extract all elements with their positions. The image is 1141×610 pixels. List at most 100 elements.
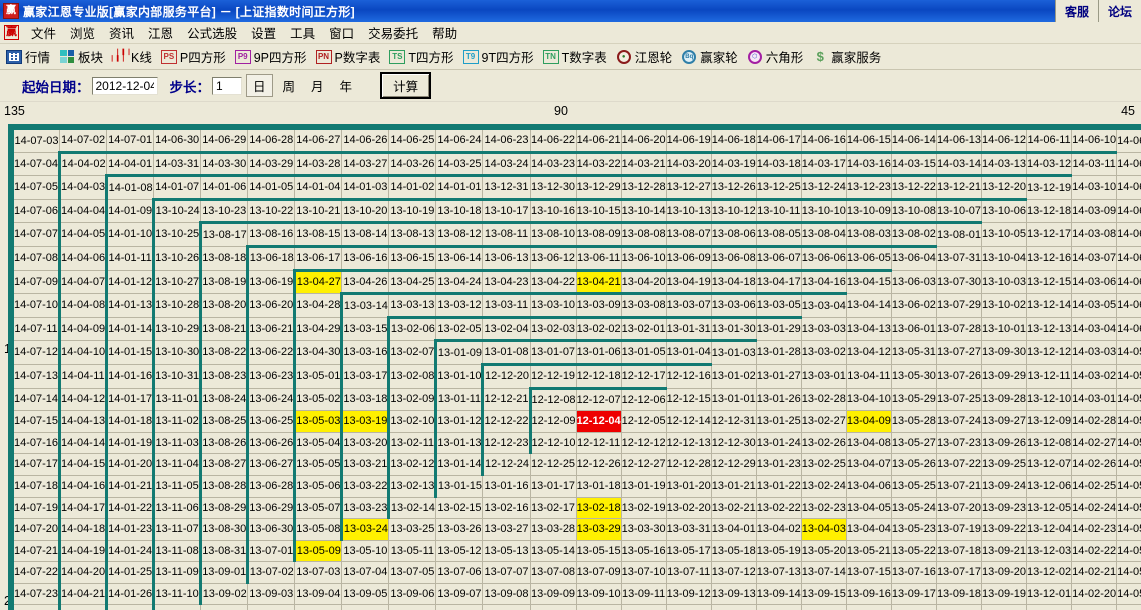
toolbar-button-kline[interactable]: ╷╽╿╵ K线 [109,47,152,66]
gann-square-cell[interactable]: 13-08-09 [576,221,622,247]
gann-square-cell[interactable]: 13-12-07 [1026,453,1073,476]
gann-square-cell[interactable]: 13-03-06 [711,292,757,318]
gann-square-cell[interactable]: 14-01-26 [105,583,155,606]
gann-square-cell[interactable]: 13-12-06 [1026,475,1073,498]
gann-square-cell[interactable]: 13-04-24 [435,268,484,295]
gann-square-cell[interactable]: 13-01-05 [621,339,667,365]
gann-square-cell[interactable]: 13-05-28 [891,410,937,433]
gann-square-cell[interactable]: 13-08-23 [199,364,249,389]
gann-square-cell[interactable]: 14-06-01 [1116,317,1141,342]
gann-square-cell[interactable]: 14-01-19 [105,432,155,455]
gann-square-cell[interactable]: 13-06-26 [246,432,296,455]
gann-square-cell[interactable]: 13-12-13 [1026,317,1073,342]
gann-square-cell[interactable]: 13-11-06 [152,497,202,520]
gann-square-cell[interactable]: 13-10-21 [294,197,343,224]
gann-square-cell[interactable]: 14-05-26 [1116,453,1141,476]
gann-square-cell[interactable]: 14-07-14 [10,388,61,412]
toolbar-button-t-square[interactable]: TS T四方形 [389,47,454,66]
gann-square-cell[interactable]: 13-06-24 [246,388,296,412]
gann-square-cell[interactable]: 14-06-20 [621,127,667,153]
gann-square-cell[interactable]: 14-01-27 [105,604,155,610]
gann-square-cell[interactable]: 14-06-23 [482,127,531,153]
gann-square-cell[interactable]: 14-04-05 [58,222,108,247]
gann-square-cell[interactable]: 13-07-12 [711,561,757,584]
gann-square-cell[interactable]: 14-06-22 [530,127,577,153]
gann-square-cell[interactable]: 13-12-05 [1026,497,1073,520]
gann-square-cell[interactable]: 14-03-11 [1071,150,1118,177]
gann-square-cell[interactable]: 13-11-07 [152,518,202,541]
gann-square-cell[interactable]: 14-06-19 [666,127,712,153]
gann-square-cell[interactable]: 13-01-14 [434,453,484,476]
gann-square-cell[interactable]: 13-03-31 [666,518,712,541]
gann-square-cell[interactable]: 12-12-16 [666,362,712,389]
gann-square-cell[interactable]: 13-02-04 [482,315,531,342]
gann-square-cell[interactable]: 12-12-25 [530,453,577,476]
gann-square-cell[interactable]: 14-03-28 [294,150,343,177]
gann-square-cell[interactable]: 13-04-05 [846,497,892,520]
gann-square-cell[interactable]: 13-02-22 [756,497,802,520]
gann-square-cell[interactable]: 13-03-07 [666,292,712,318]
gann-square-cell[interactable]: 14-06-16 [801,127,847,153]
toolbar-button-winner-wheel[interactable]: Bq 赢家轮 [681,47,738,66]
gann-square-cell[interactable]: 14-07-22 [10,561,61,584]
gann-square-cell[interactable]: 13-05-23 [891,518,937,541]
gann-square-cell[interactable]: 13-10-18 [435,197,484,224]
gann-square-cell[interactable]: 14-01-11 [105,246,155,271]
gann-square-cell[interactable]: 13-09-06 [388,583,437,606]
gann-square-cell[interactable]: 13-01-19 [621,475,667,498]
gann-square-cell[interactable]: 13-07-19 [936,518,982,541]
gann-square-cell[interactable]: 13-06-28 [246,475,296,498]
gann-square-cell[interactable]: 13-09-12 [666,583,712,606]
gann-square-cell[interactable]: 13-02-10 [387,410,437,433]
gann-square-cell[interactable]: 13-08-15 [294,221,343,247]
gann-square-cell[interactable]: 13-08-02 [891,221,937,247]
gann-square-cell[interactable]: 13-03-10 [530,292,577,318]
gann-square-cell[interactable]: 13-11-21 [621,604,667,610]
gann-square-cell[interactable]: 13-09-16 [846,583,892,606]
gann-square-cell[interactable]: 13-07-30 [936,270,982,295]
gann-square-cell[interactable]: 13-03-26 [435,518,484,541]
gann-square-cell[interactable]: 13-10-08 [891,197,937,224]
gann-square-cell[interactable]: 13-09-07 [435,583,484,606]
gann-square-cell[interactable]: 13-01-01 [711,388,757,412]
gann-square-cell[interactable]: 13-08-28 [199,475,249,498]
gann-square-cell[interactable]: 13-01-04 [666,339,712,365]
gann-square-cell[interactable]: 14-06-30 [153,127,202,153]
gann-square-cell[interactable]: 13-10-05 [981,222,1028,247]
gann-square-cell[interactable]: 14-06-24 [435,127,484,153]
gann-square-cell[interactable]: 13-09-04 [294,583,343,606]
gann-square-cell[interactable]: 14-03-21 [621,150,667,177]
gann-square-cell[interactable]: 12-12-27 [621,453,667,476]
gann-square-cell[interactable]: 14-07-01 [106,127,155,153]
gann-square-cell[interactable]: 13-12-18 [1026,199,1073,224]
gann-square-cell[interactable]: 13-01-06 [576,339,622,365]
gann-square-cell[interactable]: 13-01-09 [434,339,484,365]
gann-square-cell[interactable]: 13-12-26 [711,174,757,200]
gann-square-cell[interactable]: 13-12-04 [1026,518,1073,541]
gann-square-cell[interactable]: 13-03-01 [801,364,847,389]
menu-item-file[interactable]: 文件 [31,27,57,41]
gann-square-cell[interactable]: 13-12-31 [482,174,531,200]
gann-square-cell[interactable]: 14-03-10 [1071,175,1118,200]
gann-square-cell[interactable]: 13-09-25 [981,453,1028,476]
gann-square-cell[interactable]: 12-12-09 [528,410,577,433]
gann-square-cell[interactable]: 13-10-06 [981,197,1028,224]
gann-square-cell[interactable]: 13-05-20 [801,540,847,563]
gann-square-cell[interactable]: 13-12-29 [576,174,622,200]
gann-square-cell[interactable]: 14-06-09 [1116,127,1141,153]
gann-square-cell[interactable]: 14-05-20 [1116,583,1141,606]
gann-square-cell[interactable]: 14-03-18 [756,150,802,177]
gann-square-cell[interactable]: 13-11-19 [530,604,577,610]
gann-square-cell[interactable]: 14-03-03 [1071,340,1118,365]
gann-square-cell[interactable]: 14-07-09 [10,270,61,295]
gann-square-cell[interactable]: 13-06-09 [666,244,712,271]
gann-square-cell[interactable]: 14-04-22 [58,604,108,610]
gann-square-cell[interactable]: 14-05-25 [1116,475,1141,498]
gann-square-cell[interactable]: 14-06-17 [756,127,802,153]
gann-square-cell[interactable]: 14-07-16 [10,432,61,455]
gann-square-cell[interactable]: 14-03-19 [711,150,757,177]
gann-square-cell[interactable]: 14-07-20 [10,518,61,541]
gann-square-cell[interactable]: 12-12-18 [576,362,622,389]
gann-square-cell[interactable]: 13-12-28 [621,174,667,200]
gann-square-cell[interactable]: 13-12-14 [1026,293,1073,318]
